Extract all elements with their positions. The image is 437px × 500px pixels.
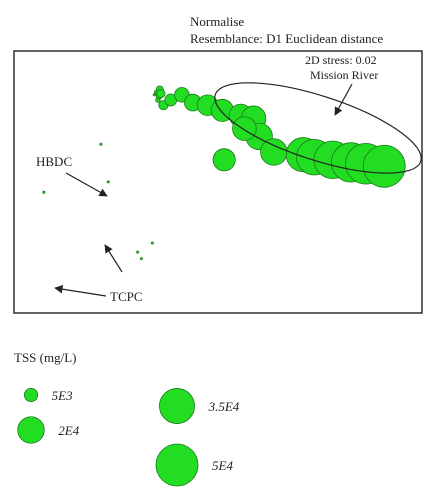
sample-bubble-6	[152, 93, 156, 97]
legend-label-2: 3.5E4	[208, 399, 240, 414]
hbdc-label: HBDC	[36, 154, 72, 169]
legend-label-0: 5E3	[52, 388, 73, 403]
tcpc-label: TCPC	[110, 289, 143, 304]
sample-bubble-11	[156, 88, 166, 99]
legend-title: TSS (mg/L)	[14, 350, 76, 365]
mission-river-ellipse	[214, 82, 422, 174]
sample-bubble-23	[260, 138, 288, 166]
legend: 5E3 2E4 3.5E4 5E4	[17, 387, 240, 487]
sample-bubble-21	[212, 148, 236, 172]
hbdc-arrow	[65, 172, 108, 197]
sample-bubble-2	[106, 180, 110, 184]
mission-river-label: Mission River	[310, 68, 378, 82]
transform-label: Normalise	[190, 14, 244, 29]
tcpc-arrow-lower	[54, 285, 107, 297]
mission-river-arrow	[334, 83, 353, 116]
sample-bubble-3	[136, 250, 140, 254]
sample-bubble-1	[99, 142, 103, 146]
sample-bubble-22	[232, 116, 257, 141]
sample-bubble-4	[139, 257, 143, 261]
legend-label-1: 2E4	[58, 423, 79, 438]
legend-bubble-0	[23, 387, 39, 403]
bubble-layer	[42, 85, 406, 261]
legend-bubble-3	[155, 443, 199, 487]
sample-bubble-5	[150, 241, 154, 245]
legend-bubble-2	[159, 388, 195, 424]
sample-bubble-0	[42, 190, 46, 194]
legend-bubble-1	[17, 416, 45, 444]
tcpc-arrow-upper	[104, 244, 123, 273]
sample-bubble-29	[362, 144, 406, 188]
legend-label-3: 5E4	[212, 458, 233, 473]
stress-label: 2D stress: 0.02	[305, 53, 377, 67]
resemblance-label: Resemblance: D1 Euclidean distance	[190, 31, 383, 46]
plot-frame	[13, 50, 423, 314]
